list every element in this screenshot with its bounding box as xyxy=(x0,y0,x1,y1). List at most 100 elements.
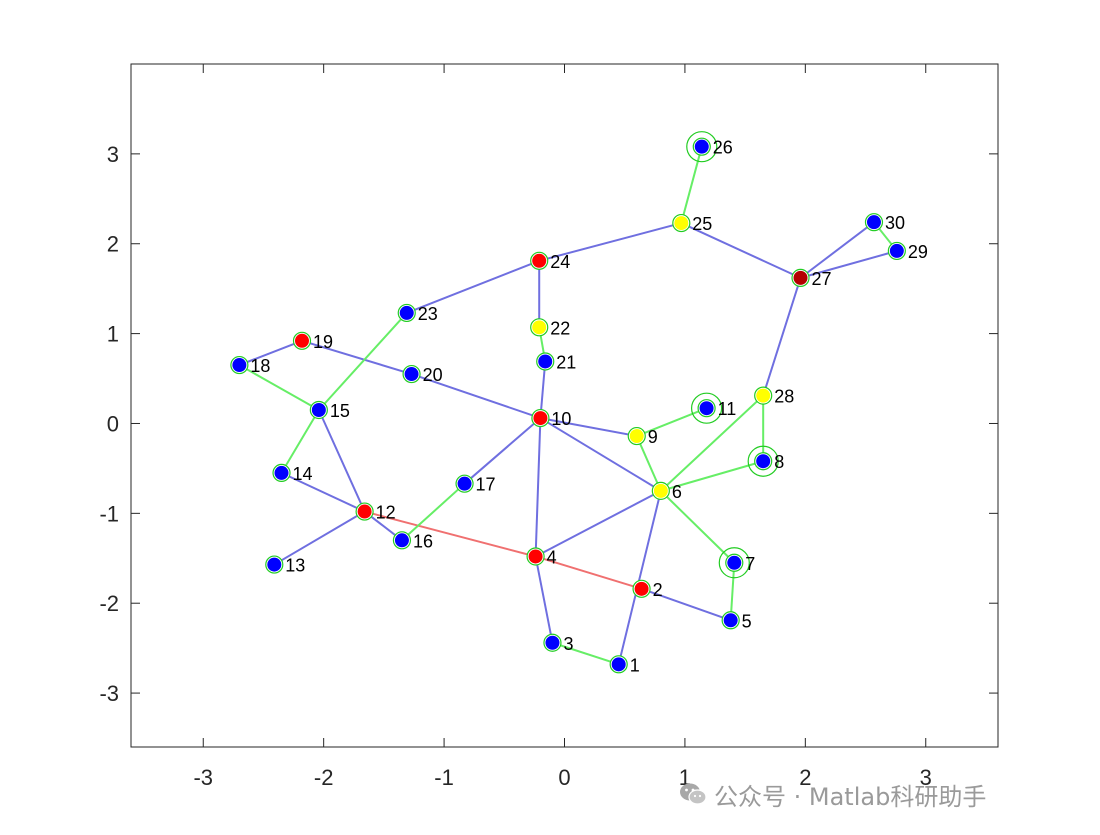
node-4 xyxy=(528,549,543,564)
node-label-16: 16 xyxy=(413,531,433,551)
edge-1-3 xyxy=(551,641,620,666)
node-6 xyxy=(653,483,668,498)
edge-15-14 xyxy=(280,408,320,474)
node-7 xyxy=(727,555,742,570)
edge-18-15 xyxy=(238,364,320,411)
node-22 xyxy=(532,320,547,335)
node-26 xyxy=(694,139,709,154)
edge-4-6 xyxy=(534,489,662,558)
edge-3-4 xyxy=(534,555,554,644)
edge-10-20 xyxy=(410,373,542,420)
node-label-20: 20 xyxy=(423,365,443,385)
edge-2-5 xyxy=(640,587,732,622)
edge-4-10 xyxy=(534,417,542,558)
edge-27-30 xyxy=(799,221,875,279)
y-tick-label: 1 xyxy=(107,322,119,347)
node-3 xyxy=(545,635,560,650)
y-tick-label: 0 xyxy=(107,411,119,436)
edge-14-12 xyxy=(280,471,366,513)
watermark: 公众号 · Matlab科研助手 xyxy=(678,776,986,812)
x-tick-label: -3 xyxy=(193,765,213,790)
node-label-1: 1 xyxy=(630,655,640,675)
node-30 xyxy=(866,215,881,230)
y-tick-label: -3 xyxy=(99,681,119,706)
graph-edges xyxy=(238,145,898,666)
edge-6-28 xyxy=(659,394,765,492)
x-tick-label: 0 xyxy=(558,765,570,790)
node-label-15: 15 xyxy=(330,401,350,421)
edge-24-23 xyxy=(405,259,541,314)
watermark-text: 公众号 · Matlab科研助手 xyxy=(714,782,987,811)
node-10 xyxy=(533,411,548,426)
axes-box xyxy=(130,63,999,748)
node-label-19: 19 xyxy=(313,332,333,352)
node-7-ring xyxy=(718,547,750,579)
node-14 xyxy=(274,465,289,480)
node-label-4: 4 xyxy=(547,547,557,567)
node-11 xyxy=(699,401,714,416)
node-8 xyxy=(756,454,771,469)
edge-6-8 xyxy=(659,460,765,492)
edge-6-7 xyxy=(659,489,736,564)
node-17 xyxy=(457,476,472,491)
node-label-30: 30 xyxy=(885,213,905,233)
node-label-21: 21 xyxy=(556,352,576,372)
node-19 xyxy=(294,333,309,348)
node-label-24: 24 xyxy=(550,252,570,272)
node-label-14: 14 xyxy=(293,464,313,484)
node-label-29: 29 xyxy=(908,242,928,262)
node-label-10: 10 xyxy=(551,409,571,429)
x-tick-label: -2 xyxy=(314,765,334,790)
node-label-27: 27 xyxy=(812,269,832,289)
node-20 xyxy=(404,367,419,382)
node-26-ring xyxy=(686,131,718,163)
edge-9-10 xyxy=(539,417,638,438)
node-11-ring xyxy=(690,392,723,424)
edge-12-4 xyxy=(363,510,537,558)
node-label-13: 13 xyxy=(285,556,305,576)
node-1 xyxy=(611,657,626,672)
y-tick-label: 3 xyxy=(107,142,119,167)
node-label-18: 18 xyxy=(250,356,270,376)
edge-4-2 xyxy=(534,555,643,590)
edge-15-12 xyxy=(317,408,366,513)
y-tick-label: 2 xyxy=(107,232,119,257)
node-9 xyxy=(629,429,644,444)
y-tick-label: -2 xyxy=(99,591,119,616)
node-label-8: 8 xyxy=(774,452,784,472)
node-23 xyxy=(399,305,414,320)
node-28 xyxy=(756,388,771,403)
node-label-28: 28 xyxy=(774,387,794,407)
node-label-26: 26 xyxy=(713,138,733,158)
node-label-5: 5 xyxy=(742,611,752,631)
node-25 xyxy=(674,216,689,231)
edge-27-29 xyxy=(799,249,898,279)
node-label-17: 17 xyxy=(476,475,496,495)
node-label-23: 23 xyxy=(418,304,438,324)
edge-5-7 xyxy=(729,561,736,622)
edge-9-11 xyxy=(635,407,708,438)
edge-25-26 xyxy=(680,145,703,225)
y-tick-label: -1 xyxy=(99,501,119,526)
node-15 xyxy=(311,402,326,417)
node-label-7: 7 xyxy=(745,554,755,574)
node-label-2: 2 xyxy=(653,580,663,600)
node-8-ring xyxy=(747,445,779,477)
node-label-6: 6 xyxy=(672,482,682,502)
node-label-25: 25 xyxy=(692,214,712,234)
graph-nodes xyxy=(230,131,906,674)
edge-16-17 xyxy=(400,482,466,542)
node-18 xyxy=(232,358,247,373)
edge-20-19 xyxy=(300,339,413,376)
x-tick-label: 2 xyxy=(799,765,811,790)
node-2 xyxy=(634,581,649,596)
x-tick-label: 3 xyxy=(920,765,932,790)
node-13 xyxy=(267,557,282,572)
node-24 xyxy=(532,253,547,268)
edge-10-17 xyxy=(463,417,542,485)
node-16 xyxy=(394,533,409,548)
node-12 xyxy=(357,504,372,519)
